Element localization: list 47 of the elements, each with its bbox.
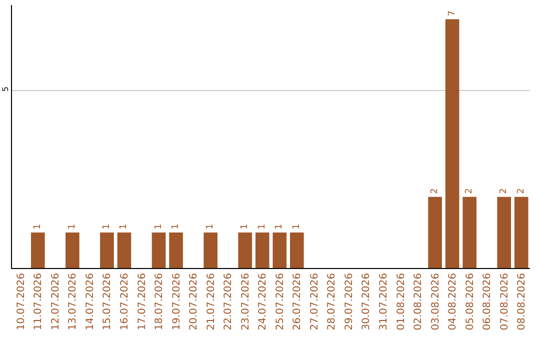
data-label: 1 [206,224,216,230]
x-tick-label: 22.07.2026 [223,273,234,330]
x-tick-label: 30.07.2026 [361,273,372,330]
x-tick-label: 13.07.2026 [68,273,79,330]
x-tick-label: 24.07.2026 [258,273,269,330]
x-tick-label: 16.07.2026 [119,273,130,330]
x-tick-label: 01.08.2026 [396,273,407,330]
x-tick-label: 02.08.2026 [413,273,424,330]
x-tick-label: 18.07.2026 [154,273,166,330]
x-tick-label: 10.07.2026 [16,273,27,330]
x-tick-label: 08.08.2026 [516,273,528,330]
x-tick-label: 17.07.2026 [136,273,148,330]
data-label: 1 [119,224,130,230]
x-tick-label: 23.07.2026 [240,273,252,330]
x-tick-label: 20.07.2026 [188,273,200,330]
x-tick-label: 05.08.2026 [464,273,476,330]
data-label: 1 [274,224,285,230]
data-label: 2 [516,188,526,194]
data-label: 1 [32,224,43,230]
x-tick-label: 31.07.2026 [378,273,390,330]
x-tick-label: 28.07.2026 [326,273,338,330]
data-label: 1 [67,224,78,230]
x-tick-label: 11.07.2026 [33,273,44,330]
x-tick-label: 04.08.2026 [448,273,459,330]
x-tick-label: 12.07.2026 [50,273,62,330]
data-label: 1 [171,224,182,230]
x-tick-label: 21.07.2026 [206,273,217,330]
x-tick-label: 25.07.2026 [274,273,286,330]
x-tick-label: 27.07.2026 [309,273,320,330]
x-tick-label: 29.07.2026 [344,273,355,330]
data-label: 2 [430,188,440,194]
data-label: 1 [240,224,250,230]
data-label: 2 [464,188,475,194]
data-label: 2 [499,188,510,194]
y-tick-label: 5 [0,86,10,92]
x-tick-label: 14.07.2026 [84,273,96,330]
x-tick-label: 15.07.2026 [102,273,114,330]
data-label: 1 [102,224,112,230]
data-label: 7 [447,10,458,16]
x-tick-label: 07.08.2026 [499,273,510,330]
x-tick-label: 06.08.2026 [482,273,494,330]
data-label: 1 [154,224,164,230]
data-label: 1 [292,224,302,230]
x-tick-label: 26.07.2026 [292,273,304,330]
data-label: 1 [257,224,268,230]
x-tick-label: 19.07.2026 [171,273,182,330]
x-tick-label: 03.08.2026 [430,273,442,330]
